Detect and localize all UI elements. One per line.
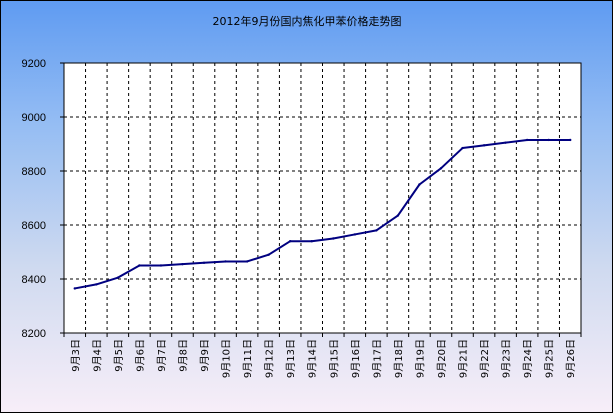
data-point xyxy=(310,240,313,243)
y-tick-label: 9000 xyxy=(22,112,46,124)
data-point xyxy=(461,146,464,150)
data-point xyxy=(95,283,98,286)
gridlines xyxy=(64,63,581,333)
x-tick-label: 9月5日 xyxy=(113,339,125,372)
data-point xyxy=(202,261,206,264)
data-point xyxy=(375,229,378,232)
y-tick-label: 8800 xyxy=(22,166,46,178)
data-point xyxy=(116,276,120,279)
data-point xyxy=(332,237,335,240)
data-point xyxy=(525,138,529,142)
chart-title: 2012年9月份国内焦化甲苯价格走势图 xyxy=(213,14,402,28)
data-point xyxy=(245,260,249,263)
x-tick-label: 9月15日 xyxy=(328,339,340,378)
data-point xyxy=(288,240,292,243)
x-tick-label: 9月14日 xyxy=(307,339,319,378)
y-tick-label: 8200 xyxy=(22,328,46,340)
y-tick-label: 8600 xyxy=(22,220,46,232)
series-line xyxy=(74,138,571,290)
x-tick-label: 9月3日 xyxy=(70,339,82,372)
x-tick-label: 9月26日 xyxy=(565,339,577,378)
x-tick-label: 9月22日 xyxy=(479,339,491,378)
x-tick-label: 9月18日 xyxy=(393,339,405,378)
data-point xyxy=(396,214,400,217)
x-tick-label: 9月9日 xyxy=(199,339,211,372)
x-tick-label: 9月23日 xyxy=(501,339,513,378)
x-tick-label: 9月4日 xyxy=(91,339,103,372)
data-point xyxy=(482,144,486,147)
y-tick-label: 8400 xyxy=(22,274,46,286)
data-point xyxy=(547,138,550,142)
x-tick-label: 9月16日 xyxy=(350,339,362,378)
x-tick-label: 9月8日 xyxy=(177,339,189,372)
x-tick-label: 9月10日 xyxy=(221,339,233,378)
y-axis-ticks: 8200 8400 8600 8800 9000 9200 xyxy=(22,58,64,340)
x-tick-label: 9月13日 xyxy=(285,339,297,378)
data-point xyxy=(418,183,421,186)
x-tick-label: 9月17日 xyxy=(371,339,383,378)
data-point xyxy=(181,262,184,266)
data-point xyxy=(504,141,507,144)
x-tick-label: 9月12日 xyxy=(264,339,276,378)
data-point xyxy=(138,264,141,267)
x-tick-label: 9月24日 xyxy=(522,339,534,378)
series-layer xyxy=(73,138,572,290)
data-point xyxy=(569,138,572,142)
data-point xyxy=(159,264,163,267)
y-tick-label: 9200 xyxy=(22,58,46,70)
data-point xyxy=(224,260,227,263)
x-tick-label: 9月11日 xyxy=(242,339,254,378)
x-tick-label: 9月25日 xyxy=(544,339,556,378)
x-tick-label: 9月21日 xyxy=(458,339,470,378)
x-tick-label: 9月19日 xyxy=(414,339,426,378)
data-point xyxy=(73,287,76,290)
data-point xyxy=(353,233,357,236)
x-tick-label: 9月6日 xyxy=(134,339,146,372)
x-tick-label: 9月7日 xyxy=(156,339,168,372)
x-tick-label: 9月20日 xyxy=(436,339,448,378)
x-axis-ticks: 9月3日 9月4日 9月5日 9月6日 9月7日 9月8日 9月9日 9月10日 9月11日 9月… xyxy=(63,333,582,378)
data-point xyxy=(267,253,270,256)
data-point xyxy=(439,167,443,170)
